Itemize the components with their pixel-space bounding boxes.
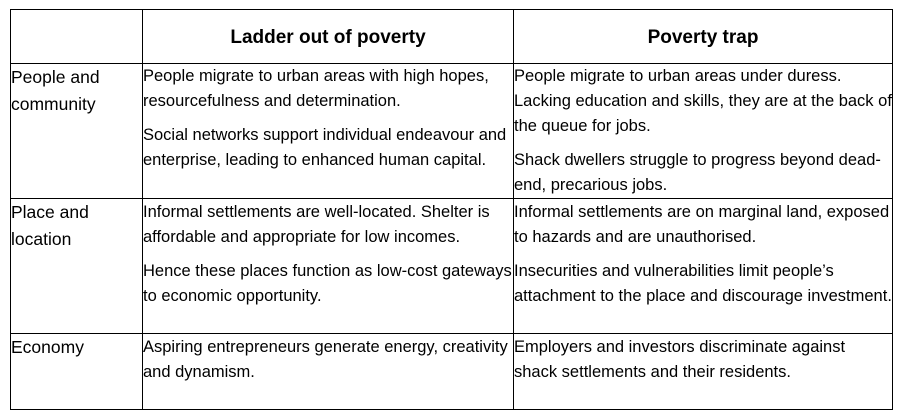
- comparison-table: Ladder out of poverty Poverty trap Peopl…: [10, 9, 893, 410]
- cell-paragraph: Informal settlements are on marginal lan…: [514, 200, 892, 250]
- header-empty-cell: [11, 10, 143, 64]
- header-ladder: Ladder out of poverty: [143, 10, 514, 64]
- ladder-cell-place-location: Informal settlements are well-located. S…: [143, 199, 514, 334]
- cell-paragraph: People migrate to urban areas under dure…: [514, 64, 892, 139]
- table-row-place-location: Place and location Informal settlements …: [11, 199, 893, 334]
- table-row-people-community: People and community People migrate to u…: [11, 64, 893, 199]
- row-label-line: Economy: [11, 334, 142, 361]
- row-label-line: Place and: [11, 199, 142, 226]
- cell-paragraph: Informal settlements are well-located. S…: [143, 200, 513, 250]
- row-label-people-community: People and community: [11, 64, 143, 199]
- cell-paragraph: Insecurities and vulnerabilities limit p…: [514, 259, 892, 309]
- trap-cell-economy: Employers and investors discriminate aga…: [514, 334, 893, 410]
- row-label-line: community: [11, 91, 142, 118]
- row-label-economy: Economy: [11, 334, 143, 410]
- table-row-economy: Economy Aspiring entrepreneurs generate …: [11, 334, 893, 410]
- header-trap: Poverty trap: [514, 10, 893, 64]
- ladder-cell-people-community: People migrate to urban areas with high …: [143, 64, 514, 199]
- ladder-cell-economy: Aspiring entrepreneurs generate energy, …: [143, 334, 514, 410]
- row-label-line: People and: [11, 64, 142, 91]
- row-label-line: location: [11, 226, 142, 253]
- cell-paragraph: People migrate to urban areas with high …: [143, 64, 513, 114]
- cell-paragraph: Employers and investors discriminate aga…: [514, 335, 892, 385]
- cell-paragraph: Shack dwellers struggle to progress beyo…: [514, 148, 892, 198]
- trap-cell-people-community: People migrate to urban areas under dure…: [514, 64, 893, 199]
- header-row: Ladder out of poverty Poverty trap: [11, 10, 893, 64]
- trap-cell-place-location: Informal settlements are on marginal lan…: [514, 199, 893, 334]
- row-label-place-location: Place and location: [11, 199, 143, 334]
- cell-paragraph: Aspiring entrepreneurs generate energy, …: [143, 335, 513, 385]
- cell-paragraph: Social networks support individual endea…: [143, 123, 513, 173]
- cell-paragraph: Hence these places function as low-cost …: [143, 259, 513, 309]
